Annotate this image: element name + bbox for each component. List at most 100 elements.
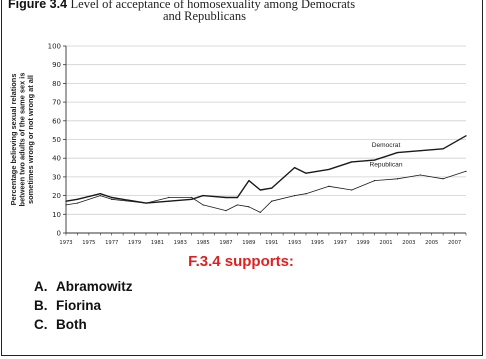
data-point-democrat-2006: [442, 148, 444, 150]
x-tick-label-1973: 1973: [59, 240, 72, 246]
data-point-republican-1988: [236, 204, 239, 206]
y-tick-label-100: 100: [48, 43, 61, 51]
figure-number: Figure 3.4: [8, 0, 68, 11]
figure-title-line1: Level of acceptance of homosexuality amo…: [70, 0, 356, 11]
y-tick-label-40: 40: [52, 155, 61, 163]
y-tick-label-50: 50: [52, 136, 61, 144]
data-point-democrat-2000: [373, 159, 376, 161]
chart-grid: [66, 45, 466, 215]
series-line-republican: [65, 170, 467, 213]
x-tick-labels: 1973 1975 1977 1979 1981 1983 1985 1987 1989 1991…: [59, 240, 461, 246]
x-tick-label-1981: 1981: [151, 240, 164, 246]
data-point-democrat-1982: [168, 200, 170, 202]
x-tick-label-1975: 1975: [82, 240, 95, 246]
data-point-republican-1991: [271, 200, 273, 202]
data-point-republican-1998: [351, 189, 353, 191]
data-point-republican-1987: [225, 209, 227, 212]
x-tick-label-2005: 2005: [425, 240, 438, 246]
answer-options: A. Abramowitz B. Fiorina C. Both: [34, 277, 133, 334]
y-tick-label-20: 20: [52, 192, 61, 200]
x-tick-label-1999: 1999: [357, 240, 370, 246]
y-tick-label-30: 30: [52, 173, 61, 181]
data-point-republican-1989: [248, 206, 250, 208]
data-point-republican-1976: [99, 195, 101, 197]
data-point-democrat-1994: [305, 172, 307, 174]
data-point-democrat-1987: [225, 196, 227, 199]
y-tick-label-80: 80: [52, 80, 61, 88]
x-tick-label-1993: 1993: [288, 240, 301, 246]
y-axis-label-line-3: sometimes wrong or not wrong at all: [26, 75, 35, 204]
y-axis-label: Percentage believing sexual relations bet…: [9, 73, 35, 207]
series-line-democrat: [65, 135, 467, 204]
option-a-text: Abramowitz: [56, 279, 133, 294]
question-prompt: F.3.4 supports:: [188, 253, 294, 270]
data-point-democrat-2004: [419, 150, 421, 152]
data-point-democrat-1989: [248, 180, 250, 182]
option-a-letter: A.: [34, 279, 48, 294]
data-point-democrat-1990: [259, 189, 261, 191]
data-point-democrat-1974: [76, 198, 79, 200]
y-axis-label-line-2: between two adults of the same sex is: [18, 73, 27, 207]
x-tick-label-1989: 1989: [242, 240, 255, 246]
data-point-republican-1973: [65, 204, 67, 206]
y-tick-label-90: 90: [52, 61, 61, 69]
data-point-republican-2000: [373, 180, 376, 182]
data-point-democrat-1973: [65, 200, 67, 202]
data-point-republican-2004: [419, 174, 421, 176]
data-point-democrat-1991: [271, 187, 273, 189]
option-b-text: Fiorina: [56, 298, 102, 313]
line-chart: 0 10 20 30 40 50 60 70 80 90 100 1973 1975 1977 1979 1…: [9, 43, 467, 246]
figure-title: Figure 3.4 Level of acceptance of homose…: [8, 0, 428, 22]
x-tick-label-2003: 2003: [402, 240, 415, 246]
x-tick-label-1977: 1977: [105, 240, 118, 246]
data-point-republican-1985: [202, 204, 204, 206]
data-point-republican-1974: [76, 202, 79, 204]
data-point-republican-1994: [305, 193, 307, 195]
series-label-democrat: Democrat: [372, 142, 401, 149]
data-point-democrat-1985: [202, 195, 204, 197]
data-point-republican-1996: [328, 185, 330, 187]
data-point-republican-1990: [259, 211, 261, 214]
x-tick-label-1983: 1983: [174, 240, 187, 246]
series-label-republican: Republican: [370, 162, 403, 169]
data-point-republican-1977: [111, 198, 113, 200]
option-b-letter: B.: [34, 298, 48, 313]
data-point-republican-1982: [168, 196, 170, 199]
data-point-democrat-1996: [328, 168, 330, 171]
option-b[interactable]: B. Fiorina: [34, 296, 133, 315]
data-point-republican-2002: [396, 178, 399, 180]
data-point-democrat-2008: [465, 135, 467, 137]
x-tick-label-2001: 2001: [379, 240, 392, 246]
data-point-democrat-2002: [396, 151, 399, 154]
option-c-text: Both: [56, 317, 87, 332]
option-c-letter: C.: [34, 317, 48, 332]
x-tick-label-1997: 1997: [334, 240, 347, 246]
y-tick-label-0: 0: [57, 230, 61, 238]
data-point-democrat-1976: [99, 193, 101, 195]
y-axis-label-line-1: Percentage believing sexual relations: [9, 74, 18, 206]
data-point-republican-1980: [145, 202, 147, 204]
y-tick-labels: 0 10 20 30 40 50 60 70 80 90 100: [48, 43, 61, 238]
x-tick-label-1985: 1985: [197, 240, 210, 246]
y-tick-label-70: 70: [52, 99, 61, 107]
x-tick-label-2007: 2007: [448, 240, 461, 246]
data-point-democrat-1993: [293, 166, 296, 169]
option-c[interactable]: C. Both: [34, 315, 133, 334]
chart-axes: [63, 45, 467, 236]
y-tick-label-10: 10: [52, 211, 61, 219]
data-point-republican-2008: [465, 170, 467, 172]
data-point-republican-2006: [442, 178, 444, 180]
data-point-republican-1984: [191, 196, 193, 199]
y-tick-label-60: 60: [52, 117, 61, 125]
figure-title-line2: and Republicans: [163, 9, 246, 23]
option-a[interactable]: A. Abramowitz: [34, 277, 133, 296]
data-point-democrat-1998: [351, 161, 353, 163]
x-tick-label-1995: 1995: [311, 240, 324, 246]
x-tick-label-1987: 1987: [219, 240, 232, 246]
chart-series: Democrat Republican: [65, 135, 467, 214]
data-point-democrat-1977: [111, 196, 113, 199]
data-point-democrat-1984: [191, 198, 193, 200]
data-point-democrat-1988: [236, 196, 239, 199]
x-tick-label-1979: 1979: [128, 240, 141, 246]
data-point-republican-1993: [293, 195, 296, 197]
